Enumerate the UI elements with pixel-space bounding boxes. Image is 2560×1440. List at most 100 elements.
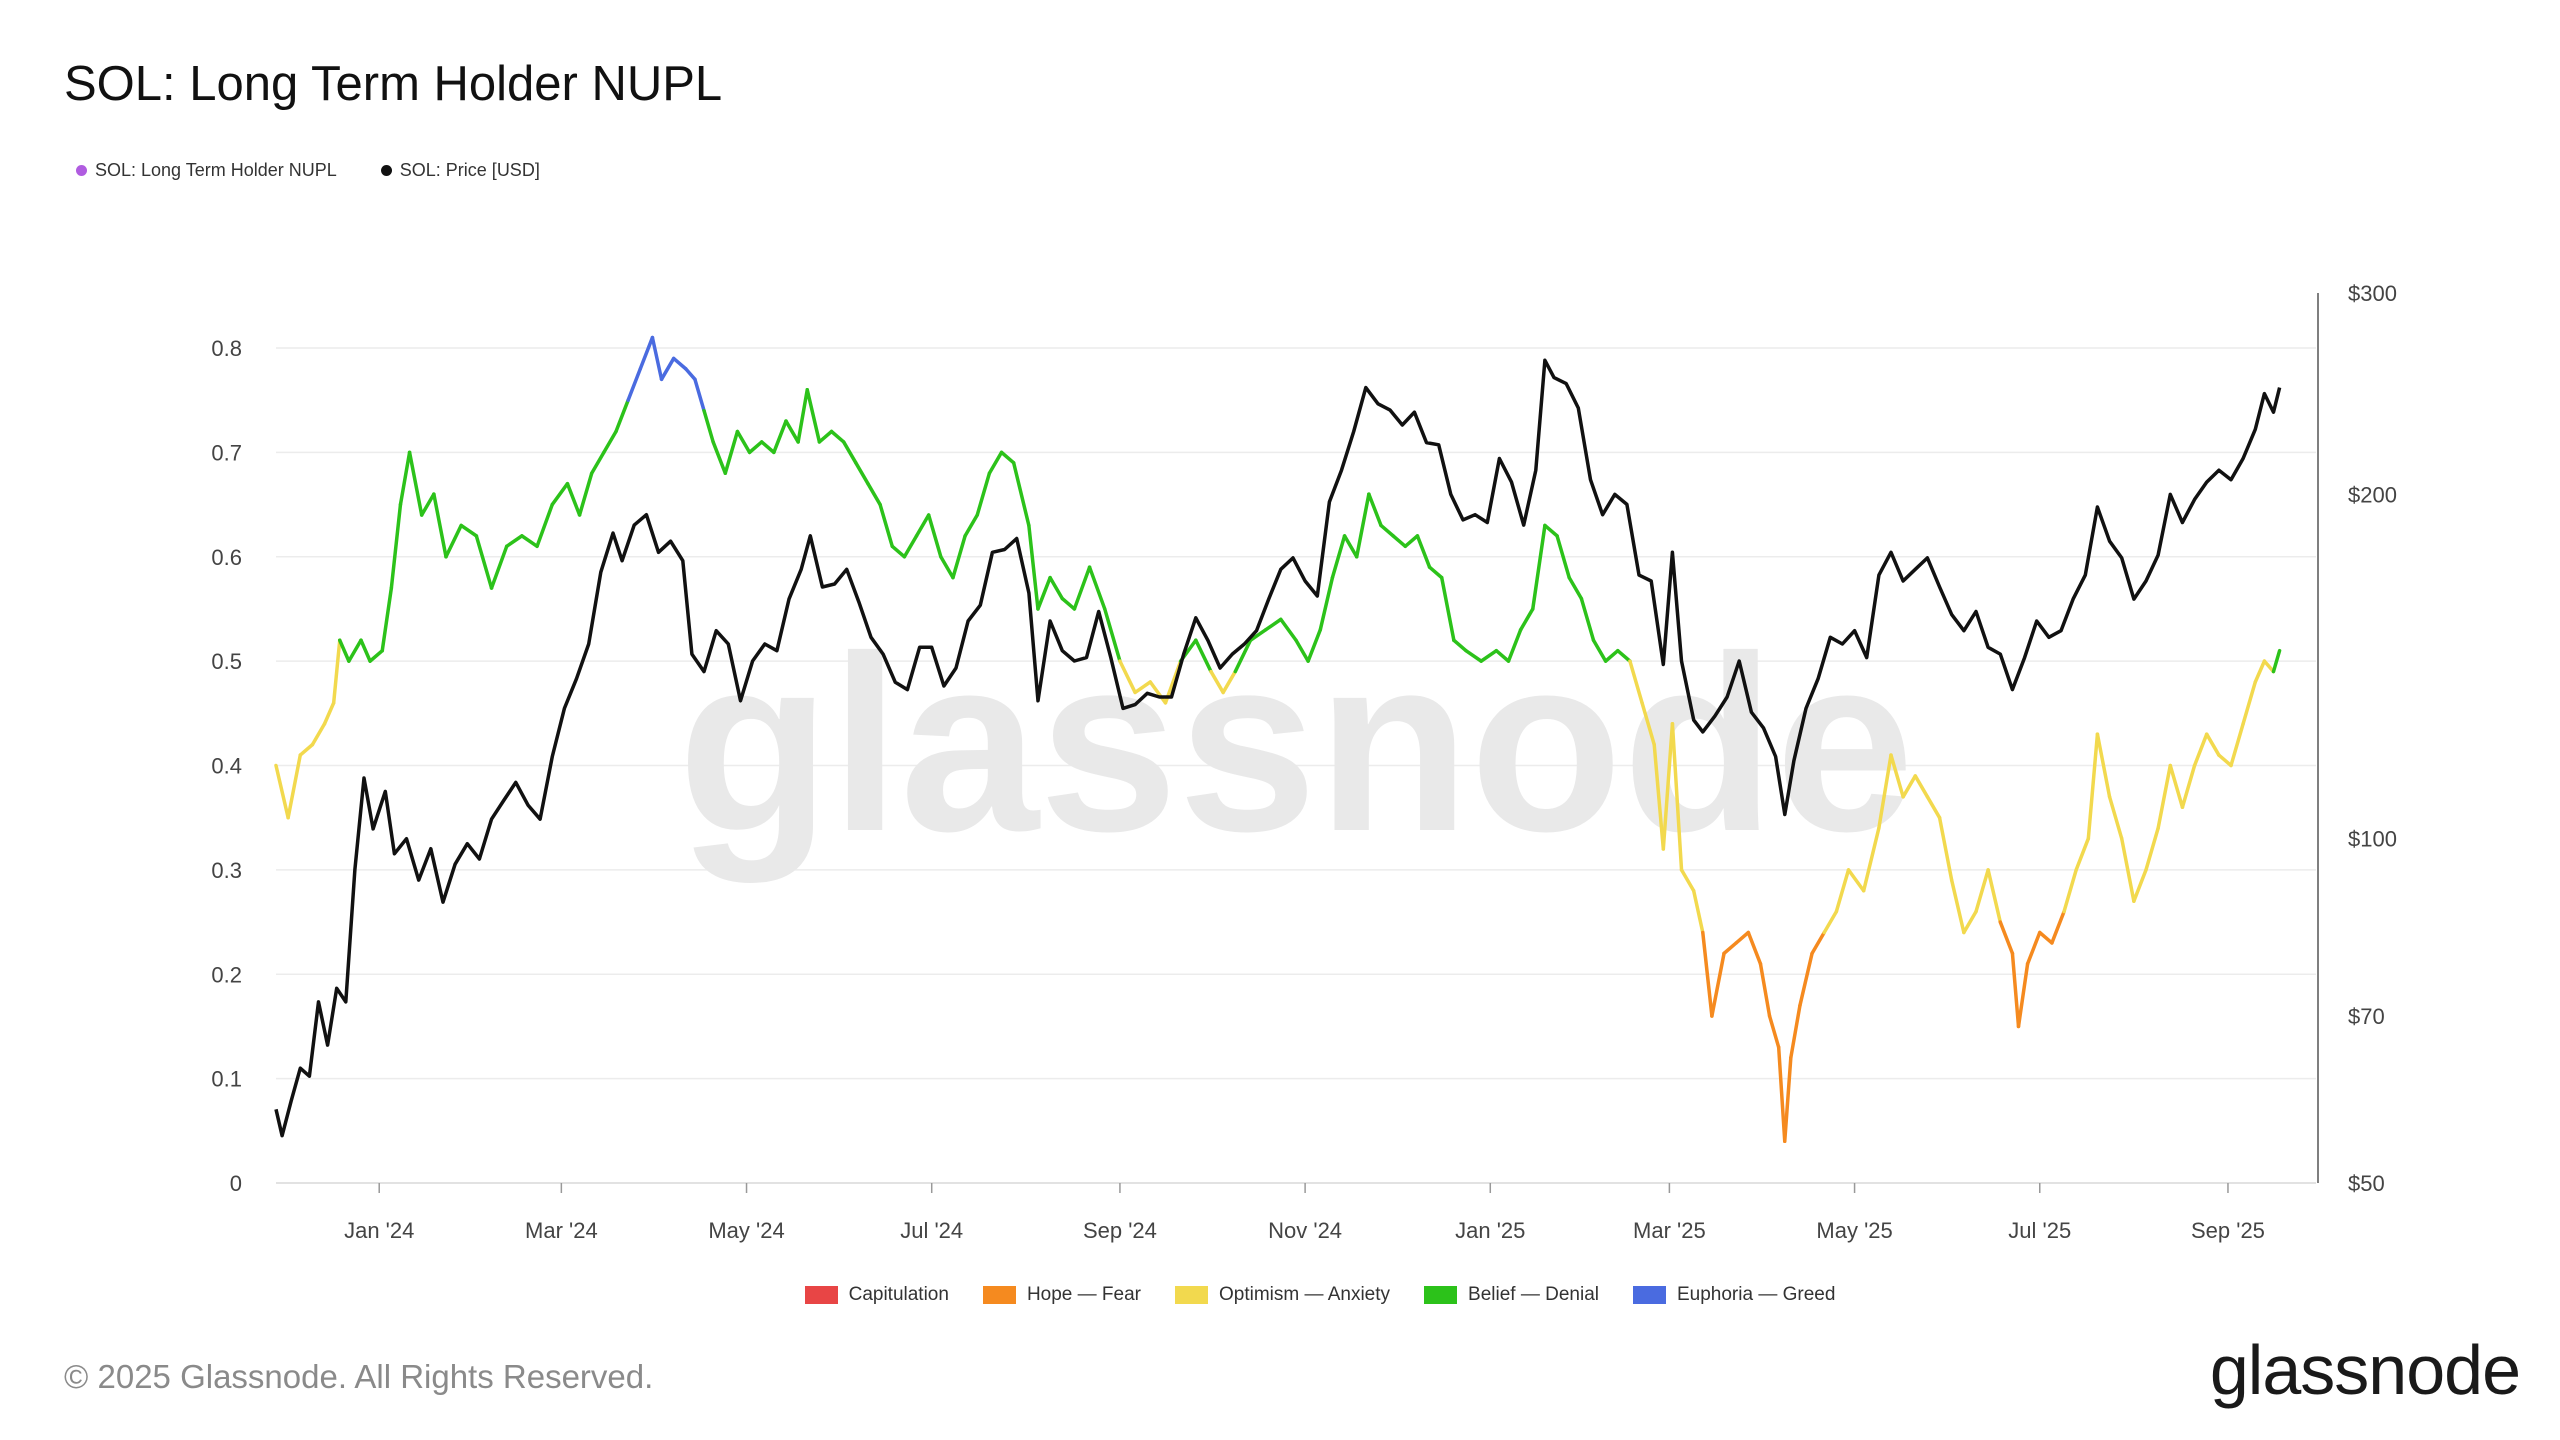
nupl-line-segment xyxy=(298,742,315,757)
chart-title: SOL: Long Term Holder NUPL xyxy=(64,57,723,111)
zone-legend-belief-denial[interactable]: Belief — Denial xyxy=(1424,1284,1599,1306)
nupl-line-segment xyxy=(2156,763,2173,830)
nupl-line-segment xyxy=(407,450,424,517)
nupl-line-segment xyxy=(1789,1003,1802,1060)
nupl-line-segment xyxy=(1877,753,1893,830)
nupl-line-segment xyxy=(747,440,764,455)
nupl-line-segment xyxy=(535,502,554,549)
nupl-line-segment xyxy=(999,450,1016,465)
nupl-line-segment xyxy=(1986,868,2003,924)
nupl-line-segment xyxy=(735,429,752,455)
legend-label-nupl: SOL: Long Term Holder NUPL xyxy=(95,160,337,180)
nupl-line-segment xyxy=(2062,868,2078,914)
nupl-line-segment xyxy=(338,638,351,663)
nupl-line-segment xyxy=(1776,1045,1787,1143)
nupl-line-segment xyxy=(1379,523,1395,538)
right-tick-label: $200 xyxy=(2348,482,2397,507)
nupl-line-segment xyxy=(878,502,894,549)
nupl-line-segment xyxy=(671,356,688,371)
nupl-line-segment xyxy=(1279,617,1298,642)
zone-legend-optimism-anxiety[interactable]: Optimism — Anxiety xyxy=(1174,1284,1391,1306)
x-tick-label: Mar '25 xyxy=(1633,1218,1706,1243)
nupl-line-segment xyxy=(1027,523,1040,611)
nupl-line-segment xyxy=(951,534,967,580)
nupl-line-segment xyxy=(1567,575,1584,601)
nupl-line-segment xyxy=(1810,930,1826,956)
nupl-line-segment xyxy=(805,388,822,444)
nupl-line-segment xyxy=(1767,1014,1781,1050)
nupl-line-segment xyxy=(1294,638,1310,663)
x-tick-label: Jan '25 xyxy=(1455,1218,1525,1243)
nupl-line-segment xyxy=(1628,659,1644,705)
zone-swatch-belief-denial xyxy=(1424,1286,1458,1304)
nupl-line-segment xyxy=(1949,878,1966,935)
nupl-line-segment xyxy=(1118,659,1137,695)
nupl-line-segment xyxy=(1342,534,1359,559)
zone-legend-capitulation[interactable]: Capitulation xyxy=(804,1284,949,1306)
nupl-line-segment xyxy=(1133,680,1153,695)
glassnode-logo[interactable]: glassnode xyxy=(2209,1331,2521,1409)
x-tick-label: Nov '24 xyxy=(1268,1218,1342,1243)
nupl-line-segment xyxy=(2095,732,2112,799)
x-tick-label: Jul '25 xyxy=(2008,1218,2071,1243)
nupl-line-segment xyxy=(684,367,697,382)
zone-legend: Capitulation Hope — Fear Optimism — Anxi… xyxy=(0,1284,2560,1306)
left-tick-label: 0.5 xyxy=(211,649,242,674)
nupl-line-segment xyxy=(723,429,740,475)
nupl-line-segment xyxy=(702,408,715,444)
nupl-line-segment xyxy=(2086,732,2100,841)
zone-legend-hope-fear[interactable]: Hope — Fear xyxy=(982,1284,1141,1306)
nupl-line-segment xyxy=(380,586,394,653)
nupl-line-segment xyxy=(1194,638,1213,674)
nupl-line-segment xyxy=(520,534,539,549)
nupl-line-segment xyxy=(2132,868,2148,903)
nupl-line-segment xyxy=(693,377,706,413)
nupl-line-segment xyxy=(614,398,630,434)
nupl-line-segment xyxy=(589,450,606,475)
nupl-line-segment xyxy=(1798,951,1814,1008)
nupl-line-segment xyxy=(975,471,992,517)
zone-swatch-euphoria-greed xyxy=(1632,1286,1666,1304)
x-tick-label: Jul '24 xyxy=(900,1218,963,1243)
left-tick-label: 0.3 xyxy=(211,858,242,883)
x-tick-label: May '24 xyxy=(708,1218,784,1243)
nupl-line-segment xyxy=(1834,868,1851,914)
nupl-line-segment xyxy=(2192,732,2209,768)
nupl-line-segment xyxy=(796,388,809,444)
nupl-line-segment xyxy=(1439,575,1456,642)
nupl-line-segment xyxy=(1036,575,1052,611)
legend-item-price[interactable]: SOL: Price [USD] xyxy=(380,160,540,181)
nupl-line-segment xyxy=(1691,889,1705,935)
nupl-line-segment xyxy=(650,335,664,382)
nupl-line-segment xyxy=(759,440,776,455)
zone-label-hope-fear: Hope — Fear xyxy=(1026,1284,1141,1305)
nupl-line-segment xyxy=(1531,523,1547,611)
nupl-line-segment xyxy=(902,534,919,559)
nupl-line-segment xyxy=(1652,742,1666,851)
nupl-line-segment xyxy=(1889,753,1905,799)
nupl-line-segment xyxy=(784,419,800,444)
nupl-line-segment xyxy=(1710,951,1726,1018)
nupl-line-segment xyxy=(1543,523,1559,538)
nupl-line-segment xyxy=(2038,930,2054,945)
nupl-line-segment xyxy=(1391,534,1408,549)
nupl-line-segment xyxy=(1415,534,1432,569)
nupl-line-segment xyxy=(1555,534,1571,580)
nupl-line-segment xyxy=(1901,774,1918,799)
nupl-line-segment xyxy=(1661,722,1675,851)
nupl-line-segment xyxy=(1330,534,1347,580)
nupl-line-segment xyxy=(504,534,524,549)
legend-item-nupl[interactable]: SOL: Long Term Holder NUPL xyxy=(76,160,337,181)
nupl-line-segment xyxy=(1998,920,2015,956)
nupl-line-segment xyxy=(2025,930,2042,966)
zone-label-optimism-anxiety: Optimism — Anxiety xyxy=(1218,1284,1391,1305)
legend-label-price: SOL: Price [USD] xyxy=(399,160,540,180)
zone-legend-euphoria-greed[interactable]: Euphoria — Greed xyxy=(1632,1284,1835,1306)
nupl-line-segment xyxy=(1427,565,1444,580)
nupl-line-segment xyxy=(1221,669,1238,695)
nupl-line-segment xyxy=(389,502,403,590)
nupl-line-segment xyxy=(2241,680,2258,726)
nupl-line-segment xyxy=(602,429,618,455)
nupl-line-segment xyxy=(2074,836,2091,872)
